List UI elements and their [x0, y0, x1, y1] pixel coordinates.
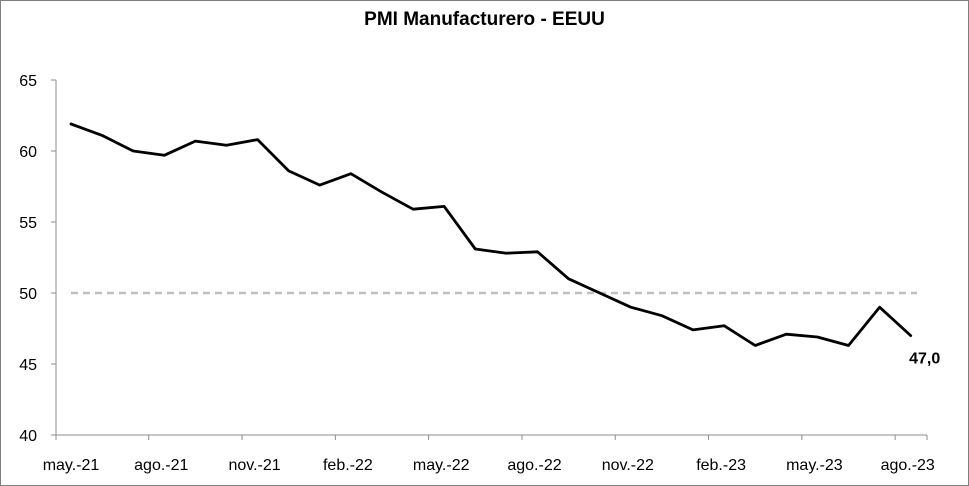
x-tick-label: ago.-22	[507, 457, 561, 474]
y-tick-label: 40	[19, 428, 37, 445]
x-tick-label: may.-23	[786, 457, 843, 474]
x-tick-label: may.-21	[43, 457, 100, 474]
y-tick-label: 65	[19, 73, 37, 90]
x-tick-label: feb.-22	[323, 457, 373, 474]
y-tick-label: 45	[19, 357, 37, 374]
pmi-series-line	[69, 122, 913, 347]
y-tick-label: 50	[19, 286, 37, 303]
y-tick-label: 60	[19, 144, 37, 161]
y-tick-label: 55	[19, 215, 37, 232]
x-tick-label: ago.-23	[881, 457, 935, 474]
chart-title: PMI Manufacturero - EEUU	[364, 9, 605, 30]
x-tick-label: feb.-23	[696, 457, 746, 474]
x-tick-label: ago.-21	[134, 457, 188, 474]
x-tick-label: nov.-22	[602, 457, 654, 474]
x-tick-label: may.-22	[413, 457, 470, 474]
last-value-label: 47,0	[909, 351, 940, 368]
x-tick-label: nov.-21	[229, 457, 281, 474]
